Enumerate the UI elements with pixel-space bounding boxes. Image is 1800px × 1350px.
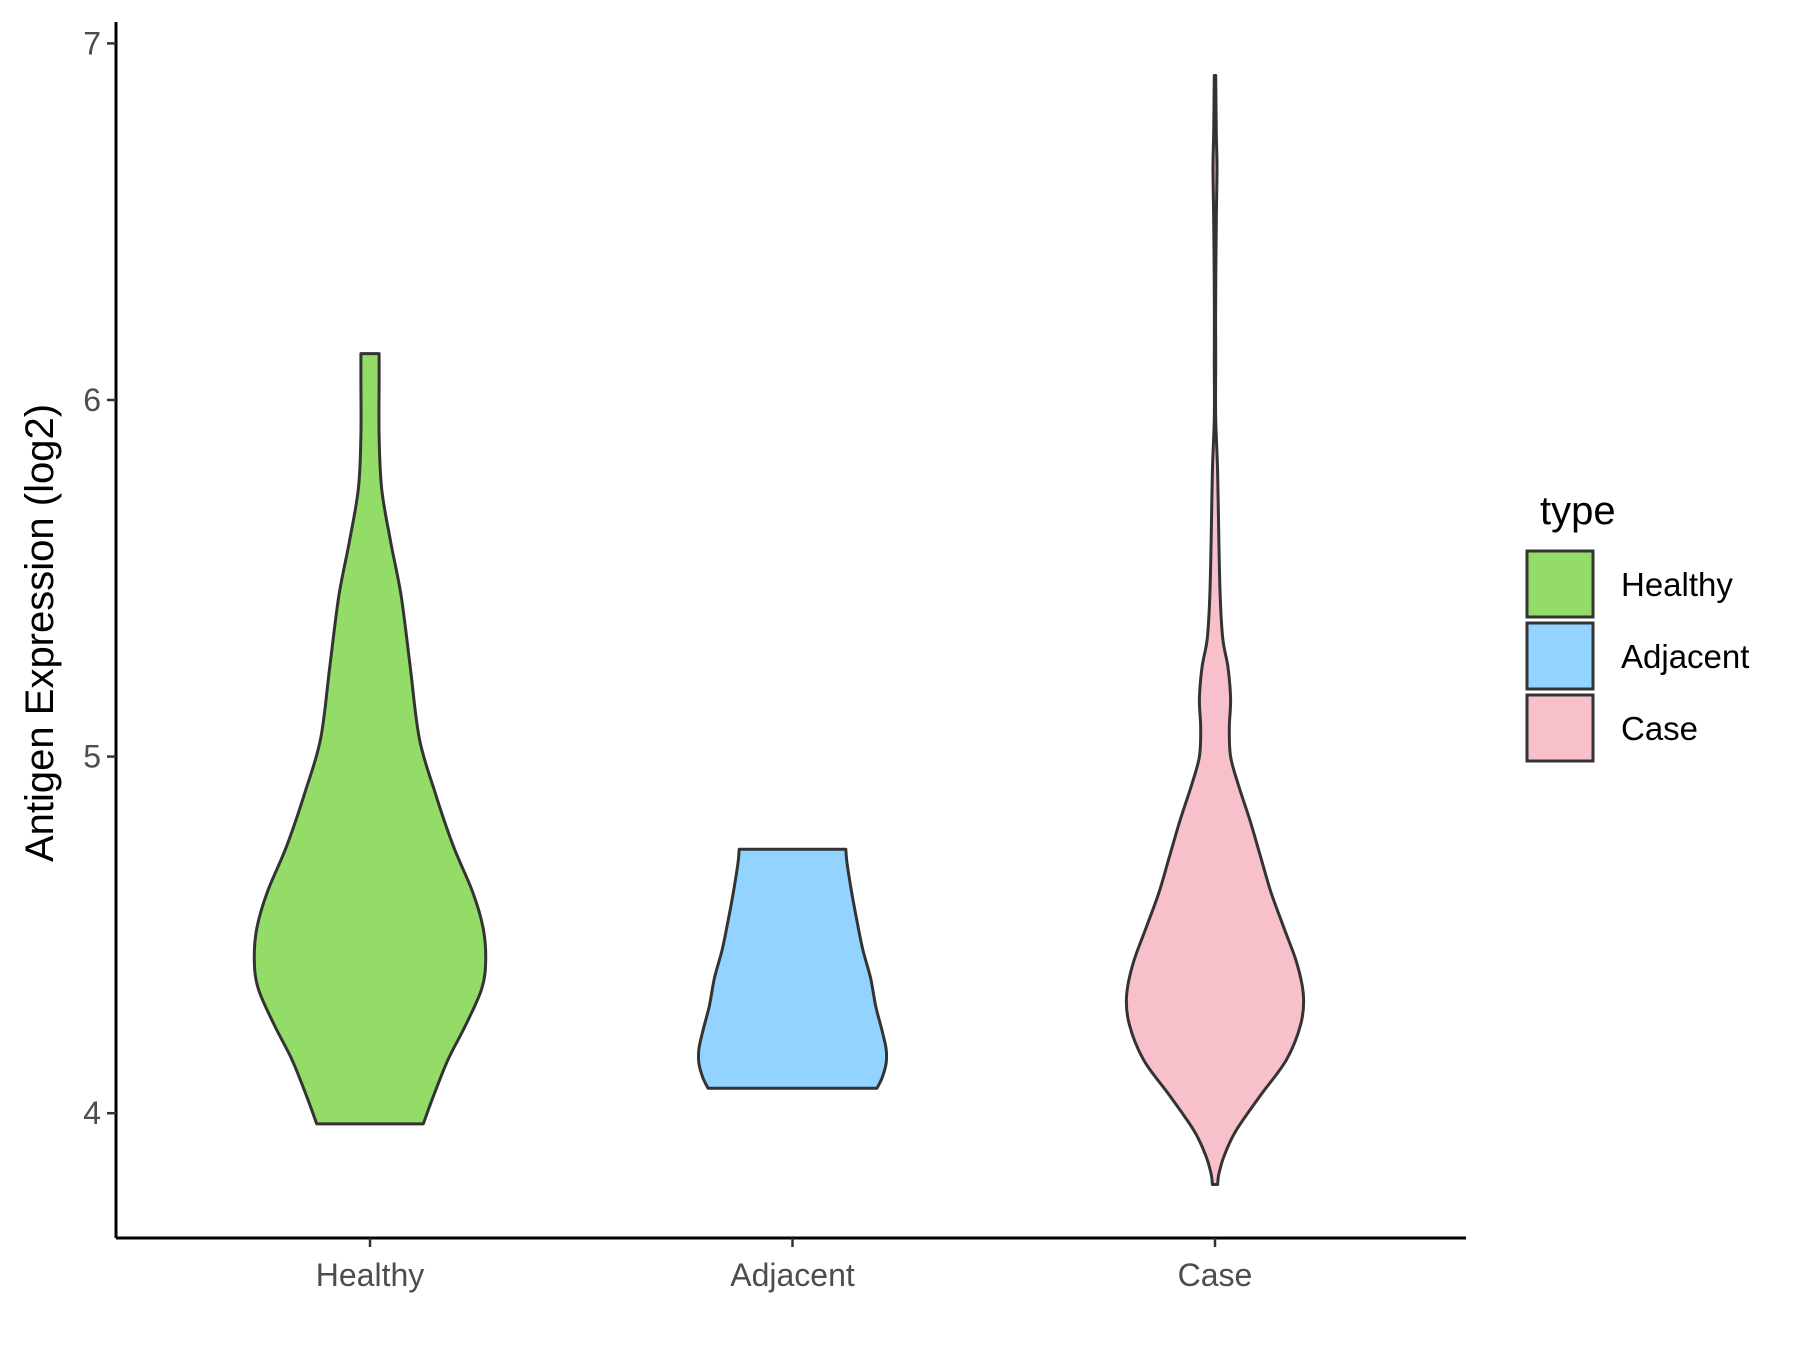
x-tick-label-adjacent: Adjacent [730,1257,855,1293]
legend-key-adjacent [1525,621,1595,691]
y-tick-label-5: 5 [83,739,101,775]
y-tick-label-4: 4 [83,1095,101,1131]
violin-layer [252,74,1306,1186]
y-axis-title: Antigen Expression (log2) [18,404,62,862]
violin-case [1124,74,1306,1186]
x-tick-label-case: Case [1178,1257,1253,1293]
x-tick-label-healthy: Healthy [316,1257,425,1293]
legend-key-case [1525,693,1595,763]
legend-key-healthy [1525,549,1595,619]
legend-label-case: Case [1621,710,1698,747]
y-tick-label-6: 6 [83,382,101,418]
legend-title: type [1540,489,1616,533]
y-tick-label-7: 7 [83,25,101,61]
y-axis-ticks: 4 5 6 7 [83,25,116,1131]
violin-adjacent [696,847,889,1090]
x-axis-ticks: Healthy Adjacent Case [316,1238,1253,1293]
violin-healthy [252,352,488,1126]
legend-label-adjacent: Adjacent [1621,638,1749,675]
legend-label-healthy: Healthy [1621,566,1733,603]
legend: type Healthy Adjacent Case [1525,489,1749,763]
